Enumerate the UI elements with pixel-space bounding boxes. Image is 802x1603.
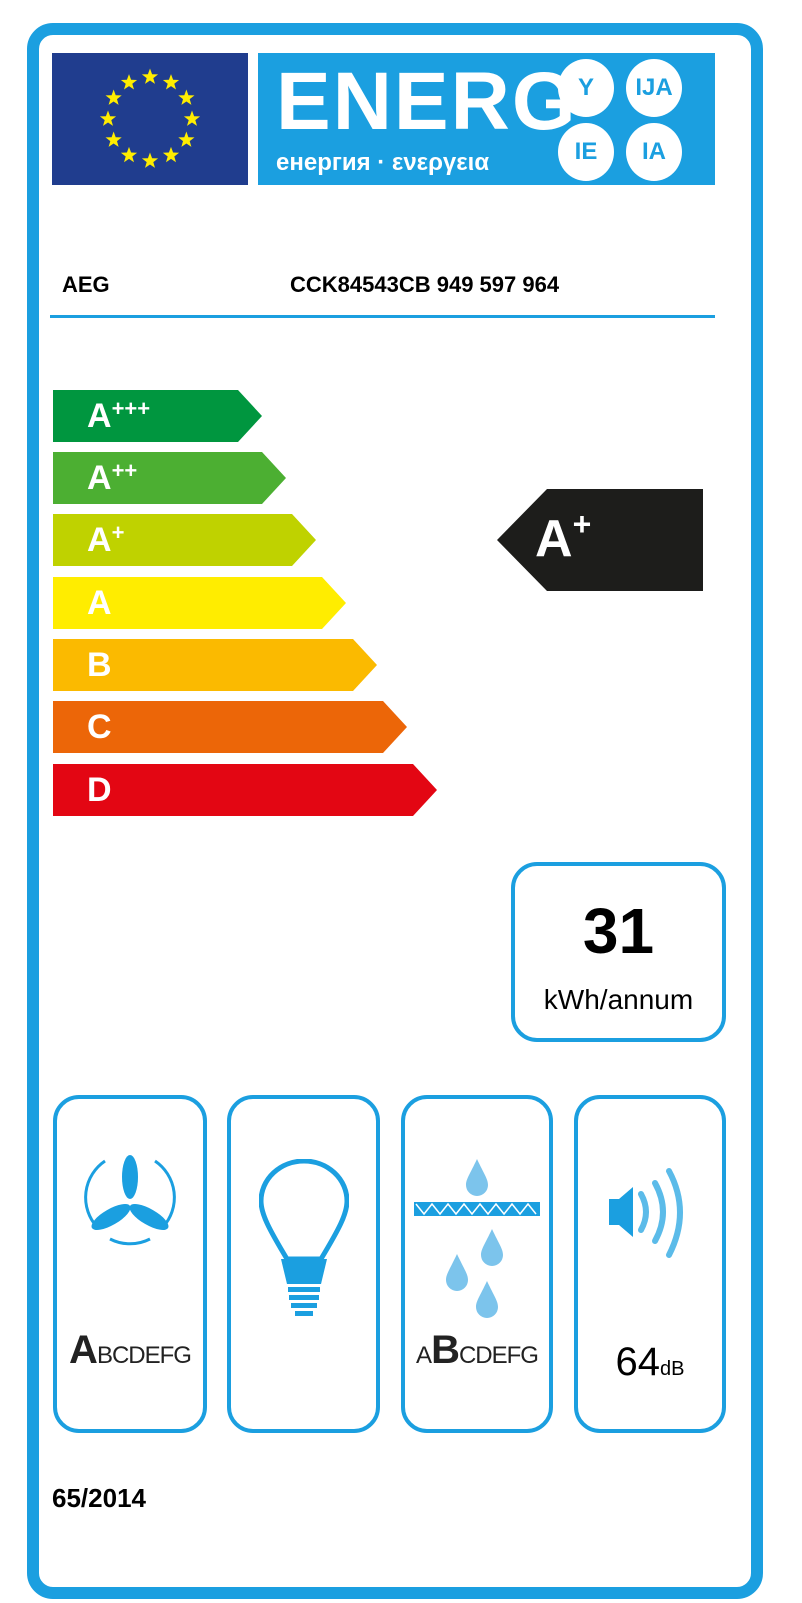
language-circle: IE xyxy=(558,123,614,181)
language-circle: IJA xyxy=(626,59,682,117)
consumption-box: 31 kWh/annum xyxy=(511,862,726,1042)
eu-star xyxy=(162,74,180,90)
energy-class-label: C xyxy=(87,708,112,746)
energy-class-label: A+ xyxy=(87,520,125,559)
eu-star xyxy=(178,131,195,147)
energy-subtitle: енергия · ενεργεια xyxy=(276,149,490,176)
energy-class-label: A xyxy=(87,584,112,622)
eu-star xyxy=(183,110,201,126)
energy-class-label: D xyxy=(87,771,112,809)
label-frame xyxy=(27,23,763,1599)
language-circle: Y xyxy=(558,59,614,117)
consumption-value: 31 xyxy=(582,895,655,967)
grease-filter-icon xyxy=(405,1149,549,1324)
eu-flag xyxy=(52,53,248,185)
grease-filter-scale: ABCDEFG xyxy=(416,1328,539,1372)
lighting-efficiency-box xyxy=(227,1095,380,1433)
speaker-noise-icon xyxy=(578,1159,722,1274)
eu-star xyxy=(105,131,122,147)
divider xyxy=(50,315,715,318)
eu-stars-icon xyxy=(99,68,201,168)
rating-arrow: A+ xyxy=(497,489,703,596)
eu-star xyxy=(178,89,195,105)
rating-label: A+ xyxy=(535,506,592,568)
eu-star xyxy=(120,74,138,90)
energy-class-label: B xyxy=(87,646,112,684)
noise-box: 64dB xyxy=(574,1095,726,1433)
fan-icon xyxy=(57,1139,203,1274)
energy-header: ENERG енергия · ενεργεια Y IJA IE IA xyxy=(258,53,715,185)
energy-class-bar: A+ xyxy=(53,514,316,566)
energy-class-label: A+++ xyxy=(87,396,151,435)
energy-class-bar: C xyxy=(53,701,407,753)
consumption-unit: kWh/annum xyxy=(543,984,694,1015)
energy-class-label: A++ xyxy=(87,458,138,497)
energy-word: ENERG xyxy=(276,56,578,147)
energy-class-bar: A+++ xyxy=(53,390,262,442)
energy-class-bar: D xyxy=(53,764,437,816)
eu-star xyxy=(141,152,159,168)
eu-star xyxy=(99,110,117,126)
fan-efficiency-box: ABCDEFG xyxy=(53,1095,207,1433)
light-bulb-icon xyxy=(231,1158,376,1324)
energy-class-bar: A xyxy=(53,577,346,629)
noise-value: 64dB xyxy=(615,1340,685,1384)
eu-star xyxy=(120,146,138,163)
model-identifier: CCK84543CB 949 597 964 xyxy=(290,272,560,297)
grease-filter-box: ABCDEFG xyxy=(401,1095,553,1433)
regulation-number: 65/2014 xyxy=(52,1483,146,1513)
eu-star xyxy=(105,89,122,105)
energy-class-bar: B xyxy=(53,639,377,691)
eu-star xyxy=(162,146,180,163)
language-circle: IA xyxy=(626,123,682,181)
fan-efficiency-scale: ABCDEFG xyxy=(69,1328,192,1372)
eu-star xyxy=(141,68,159,84)
supplier-name: AEG xyxy=(62,272,110,297)
energy-class-bar: A++ xyxy=(53,452,286,504)
